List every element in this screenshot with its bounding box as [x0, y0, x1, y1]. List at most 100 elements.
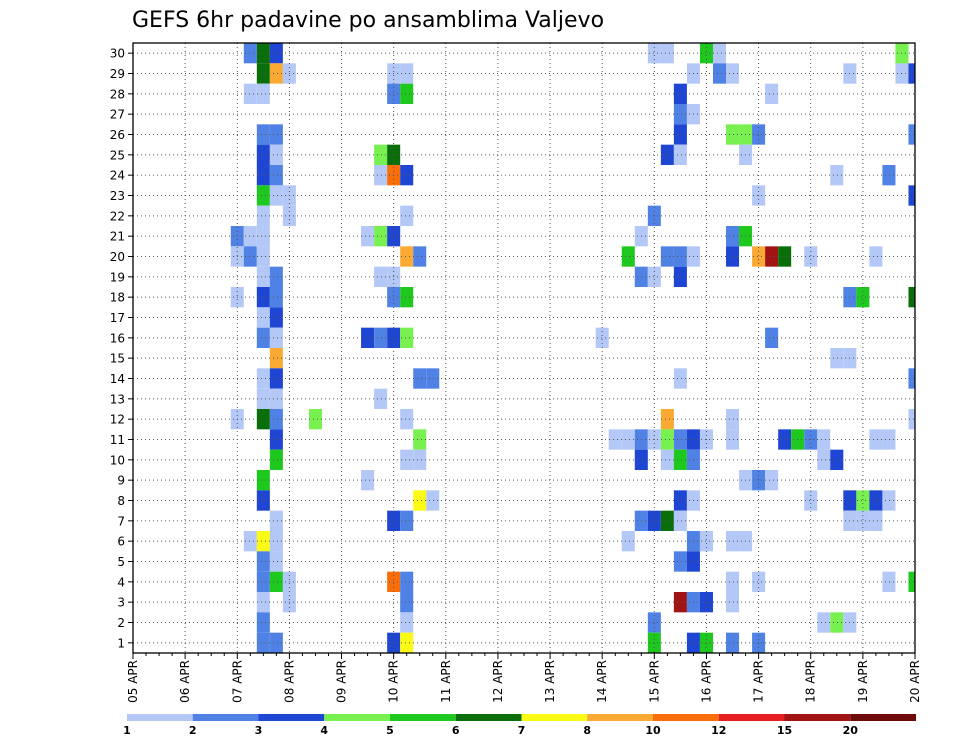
heatmap-cell — [269, 327, 283, 348]
heatmap-cell — [673, 83, 687, 104]
heatmap-cell — [400, 63, 414, 84]
legend-swatch — [192, 714, 259, 721]
x-tick-label: 09 APR — [335, 660, 349, 703]
heatmap-cell — [869, 429, 883, 450]
heatmap-cell — [308, 409, 322, 430]
legend-swatch — [324, 714, 390, 721]
heatmap-cell — [726, 226, 740, 247]
heatmap-cell — [269, 510, 283, 531]
y-tick-label: 21 — [110, 230, 125, 244]
heatmap-cell — [673, 490, 687, 511]
heatmap-cell — [673, 551, 687, 572]
heatmap-cell — [400, 205, 414, 226]
heatmap-cell — [673, 246, 687, 267]
heatmap-cell — [269, 165, 283, 186]
heatmap-cell — [269, 551, 283, 572]
heatmap-cell — [712, 43, 727, 64]
heatmap-cell — [400, 449, 414, 470]
heatmap-cell — [765, 246, 779, 267]
heatmap-cell — [673, 449, 687, 470]
y-tick-label: 25 — [110, 148, 125, 162]
heatmap-cell — [256, 327, 270, 348]
heatmap-cell — [608, 429, 622, 450]
heatmap-cell — [882, 490, 896, 511]
y-tick-label: 10 — [110, 453, 125, 467]
heatmap-cell — [256, 124, 270, 145]
heatmap-cell — [869, 490, 883, 511]
heatmap-cell — [374, 388, 388, 409]
x-tick-label: 08 APR — [282, 660, 296, 703]
heatmap-cell — [256, 612, 270, 633]
heatmap-cell — [243, 531, 257, 552]
heatmap-cell — [621, 531, 635, 552]
heatmap-cell — [673, 124, 687, 145]
heatmap-cell — [426, 368, 440, 389]
y-tick-label: 20 — [110, 250, 125, 264]
heatmap-cell — [374, 266, 388, 287]
heatmap-cell — [752, 632, 766, 653]
heatmap-cell — [908, 368, 915, 389]
legend-label: 20 — [843, 724, 859, 737]
heatmap-cell — [726, 592, 740, 613]
heatmap-cell — [400, 510, 414, 531]
y-tick-label: 27 — [110, 108, 125, 122]
heatmap-cell — [269, 144, 283, 165]
y-tick-label: 19 — [110, 270, 125, 284]
heatmap-cell — [256, 490, 270, 511]
heatmap-cell — [647, 612, 661, 633]
heatmap-cell — [908, 185, 915, 206]
legend-swatch — [455, 714, 522, 721]
heatmap-cell — [269, 632, 283, 653]
heatmap-cell — [269, 307, 283, 328]
legend-label: 1 — [123, 724, 131, 737]
heatmap-cell — [400, 246, 414, 267]
y-tick-label: 16 — [110, 331, 125, 345]
x-tick-label: 20 APR — [908, 660, 922, 703]
heatmap-cell — [830, 348, 844, 369]
heatmap-cell — [400, 632, 414, 653]
heatmap-cell — [882, 165, 896, 186]
legend-swatch — [127, 714, 193, 721]
legend-label: 3 — [255, 724, 263, 737]
heatmap-cell — [908, 63, 915, 84]
heatmap-cell — [426, 490, 440, 511]
heatmap-cell — [804, 490, 818, 511]
x-tick-label: 07 APR — [230, 660, 244, 703]
heatmap-cell — [256, 592, 270, 613]
heatmap-cell — [256, 165, 270, 186]
legend-swatch — [653, 714, 719, 721]
heatmap-cell — [361, 470, 375, 491]
legend-label: 5 — [386, 724, 394, 737]
heatmap-cell — [856, 287, 870, 308]
chart-title: GEFS 6hr padavine po ansamblima Valjevo — [132, 8, 604, 33]
x-tick-label: 14 APR — [595, 660, 609, 703]
heatmap-cell — [908, 287, 915, 308]
heatmap-cell — [256, 246, 270, 267]
heatmap-cell — [752, 571, 766, 592]
y-tick-label: 17 — [110, 311, 125, 325]
heatmap-cell — [699, 592, 713, 613]
y-tick-label: 28 — [110, 87, 125, 101]
heatmap-cell — [830, 449, 844, 470]
heatmap-cell — [726, 409, 740, 430]
heatmap-cell — [660, 246, 674, 267]
x-tick-label: 06 APR — [178, 660, 192, 703]
heatmap-cell — [256, 531, 270, 552]
heatmap-cell — [256, 368, 270, 389]
heatmap-cell — [256, 63, 270, 84]
heatmap-cell — [256, 205, 270, 226]
y-tick-label: 22 — [110, 209, 125, 223]
axes: 1234567891011121314151617181920212223242… — [110, 42, 922, 703]
heatmap-cell — [256, 551, 270, 572]
heatmap-cell — [400, 409, 414, 430]
y-tick-label: 24 — [110, 169, 125, 183]
heatmap-cell — [752, 246, 766, 267]
heatmap-cell — [400, 592, 414, 613]
legend-label: 4 — [320, 724, 328, 737]
heatmap-cell — [595, 327, 609, 348]
heatmap-cell — [660, 43, 674, 64]
heatmap-cell — [856, 510, 870, 531]
heatmap-cell — [765, 470, 779, 491]
heatmap-cell — [413, 368, 427, 389]
legend-label: 8 — [583, 724, 591, 737]
